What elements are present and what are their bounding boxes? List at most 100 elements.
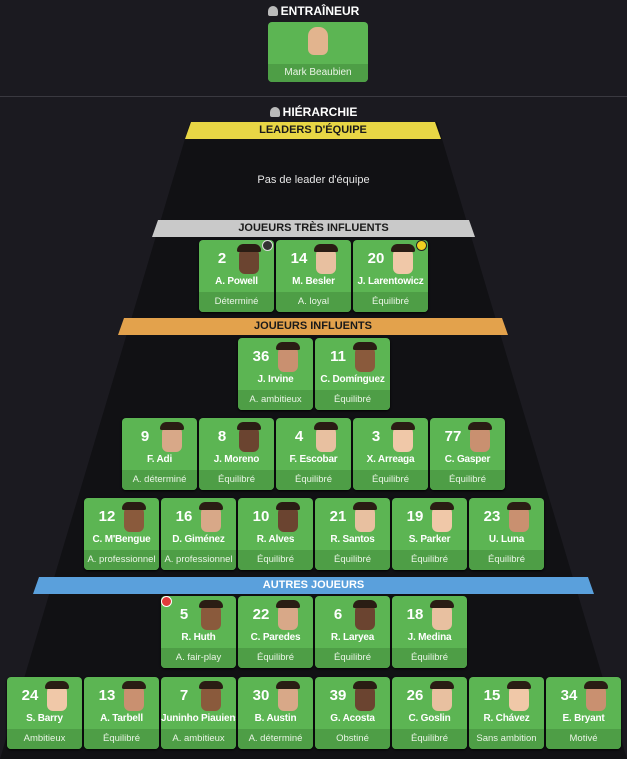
player-face — [584, 681, 608, 711]
player-number: 23 — [483, 508, 501, 525]
player-number: 26 — [406, 687, 424, 704]
player-face — [468, 422, 492, 452]
player-status: Ambitieux — [7, 729, 82, 749]
player-status: Obstiné — [315, 729, 390, 749]
player-card[interactable]: 36 J. Irvine A. ambitieux — [238, 338, 313, 410]
player-number: 16 — [175, 508, 193, 525]
player-name: C. Domínguez — [320, 374, 385, 385]
player-name: C. M'Bengue — [92, 534, 151, 545]
banner-very-influential: JOUEURS TRÈS INFLUENTS — [152, 220, 475, 237]
yellow-badge-icon — [416, 240, 427, 251]
player-name: D. Giménez — [172, 534, 225, 545]
player-name: U. Luna — [488, 534, 525, 545]
no-leader-text: Pas de leader d'équipe — [257, 174, 370, 186]
coach-section-title: ENTRAÎNEUR — [0, 4, 627, 18]
player-status: Sans ambition — [469, 729, 544, 749]
player-card[interactable]: 23 U. Luna Équilibré — [469, 498, 544, 570]
player-card[interactable]: 22 C. Paredes Équilibré — [238, 596, 313, 668]
player-card[interactable]: 21 R. Santos Équilibré — [315, 498, 390, 570]
player-status: Équilibré — [392, 648, 467, 668]
player-number: 20 — [367, 250, 385, 267]
player-number: 6 — [333, 606, 343, 623]
player-card[interactable]: 15 R. Chávez Sans ambition — [469, 677, 544, 749]
banner-influential: JOUEURS INFLUENTS — [118, 318, 508, 335]
player-name: J. Irvine — [257, 374, 294, 385]
player-status: A. ambitieux — [161, 729, 236, 749]
player-card[interactable]: 4 F. Escobar Équilibré — [276, 418, 351, 490]
player-card[interactable]: 24 S. Barry Ambitieux — [7, 677, 82, 749]
player-face — [430, 502, 454, 532]
player-card[interactable]: 19 S. Parker Équilibré — [392, 498, 467, 570]
player-card[interactable]: 39 G. Acosta Obstiné — [315, 677, 390, 749]
player-number: 30 — [252, 687, 270, 704]
player-card[interactable]: 12 C. M'Bengue A. professionnel — [84, 498, 159, 570]
coach-face — [308, 27, 328, 55]
player-card[interactable]: 7 Juninho Piauiense A. ambitieux — [161, 677, 236, 749]
player-status: Équilibré — [392, 550, 467, 570]
player-status: A. professionnel — [161, 550, 236, 570]
player-face — [276, 600, 300, 630]
player-name: R. Alves — [256, 534, 295, 545]
player-card[interactable]: 20 J. Larentowicz Équilibré — [353, 240, 428, 312]
player-card[interactable]: 77 C. Gasper Équilibré — [430, 418, 505, 490]
player-face — [507, 681, 531, 711]
player-face — [391, 422, 415, 452]
player-name: J. Larentowicz — [357, 276, 424, 287]
banner-other-players: AUTRES JOUEURS — [33, 577, 594, 594]
divider — [0, 96, 627, 97]
player-number: 9 — [140, 428, 150, 445]
player-face — [199, 502, 223, 532]
player-card[interactable]: 3 X. Arreaga Équilibré — [353, 418, 428, 490]
player-name: F. Escobar — [289, 454, 338, 465]
player-name: E. Bryant — [562, 713, 605, 724]
player-name: X. Arreaga — [366, 454, 415, 465]
player-name: S. Parker — [408, 534, 451, 545]
player-card[interactable]: 18 J. Medina Équilibré — [392, 596, 467, 668]
player-status: Équilibré — [315, 550, 390, 570]
player-card[interactable]: 16 D. Giménez A. professionnel — [161, 498, 236, 570]
player-number: 11 — [330, 348, 346, 365]
player-number: 18 — [406, 606, 424, 623]
player-face — [160, 422, 184, 452]
player-name: S. Barry — [26, 713, 63, 724]
player-card[interactable]: 5 R. Huth A. fair-play — [161, 596, 236, 668]
player-card[interactable]: 11 C. Domínguez Équilibré — [315, 338, 390, 410]
player-card[interactable]: 2 A. Powell Déterminé — [199, 240, 274, 312]
player-number: 34 — [560, 687, 578, 704]
player-card[interactable]: 6 R. Laryea Équilibré — [315, 596, 390, 668]
player-face — [353, 502, 377, 532]
player-name: R. Santos — [330, 534, 375, 545]
player-number: 36 — [252, 348, 270, 365]
player-status: Équilibré — [469, 550, 544, 570]
player-status: Équilibré — [276, 470, 351, 490]
player-card[interactable]: 30 B. Austin A. déterminé — [238, 677, 313, 749]
player-card[interactable]: 34 E. Bryant Motivé — [546, 677, 621, 749]
player-name: R. Chávez — [483, 713, 530, 724]
player-face — [276, 681, 300, 711]
player-face — [430, 681, 454, 711]
player-number: 22 — [252, 606, 270, 623]
player-face — [237, 422, 261, 452]
hierarchy-title: HIÉRARCHIE — [0, 105, 627, 119]
player-card[interactable]: 14 M. Besler A. loyal — [276, 240, 351, 312]
player-card[interactable]: 10 R. Alves Équilibré — [238, 498, 313, 570]
player-face — [45, 681, 69, 711]
player-status: A. déterminé — [238, 729, 313, 749]
player-name: R. Huth — [181, 632, 216, 643]
player-card[interactable]: 26 C. Goslin Équilibré — [392, 677, 467, 749]
player-face — [353, 600, 377, 630]
coach-card[interactable]: Mark Beaubien — [268, 22, 368, 82]
player-card[interactable]: 13 A. Tarbell Équilibré — [84, 677, 159, 749]
player-name: C. Gasper — [444, 454, 491, 465]
player-number: 5 — [179, 606, 189, 623]
player-number: 2 — [217, 250, 227, 267]
player-number: 77 — [444, 428, 462, 445]
player-card[interactable]: 9 F. Adi A. déterminé — [122, 418, 197, 490]
player-face — [122, 681, 146, 711]
player-number: 39 — [329, 687, 347, 704]
player-status: Équilibré — [84, 729, 159, 749]
player-status: Équilibré — [353, 292, 428, 312]
player-card[interactable]: 8 J. Moreno Équilibré — [199, 418, 274, 490]
player-number: 8 — [217, 428, 227, 445]
player-name: F. Adi — [146, 454, 173, 465]
